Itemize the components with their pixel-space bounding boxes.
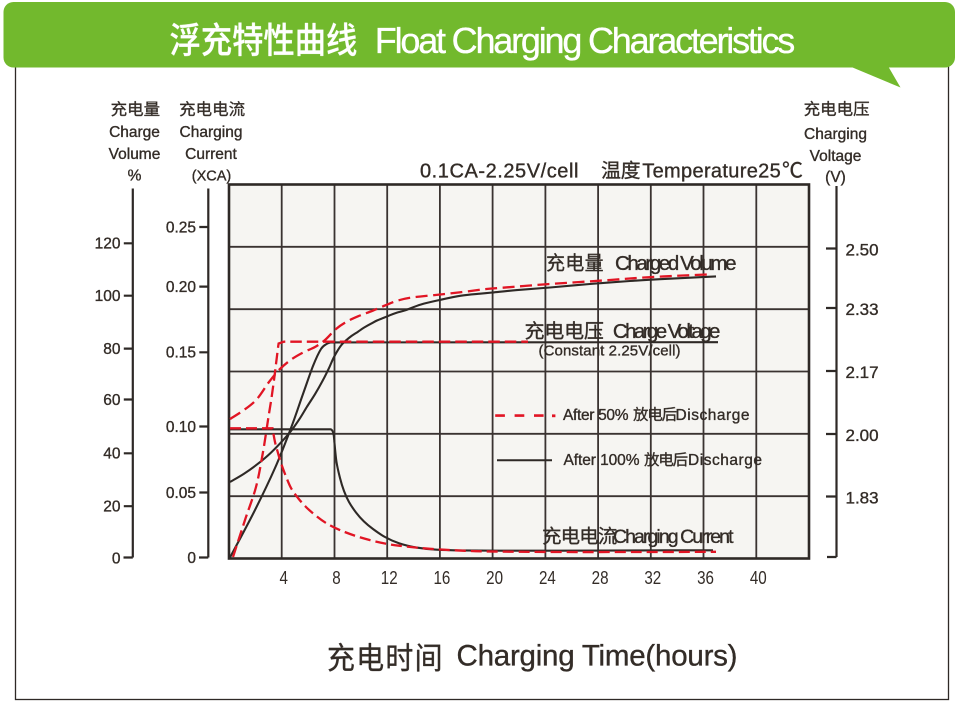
svg-text:100: 100 (95, 288, 121, 305)
svg-text:60: 60 (103, 392, 121, 409)
svg-text:0.15: 0.15 (166, 345, 196, 362)
svg-text:2.50: 2.50 (846, 241, 879, 260)
svg-text:Discharge: Discharge (688, 452, 762, 469)
svg-text:0.25: 0.25 (166, 219, 196, 236)
svg-text:80: 80 (103, 341, 121, 358)
svg-text:Charging: Charging (180, 124, 243, 141)
svg-text:16: 16 (433, 568, 450, 589)
svg-text:2.00: 2.00 (846, 426, 879, 445)
svg-text:(XCA): (XCA) (192, 169, 231, 185)
svg-text:0: 0 (187, 550, 196, 567)
svg-text:(V): (V) (825, 169, 846, 186)
svg-text:36: 36 (697, 568, 714, 589)
svg-text:40: 40 (750, 568, 767, 589)
svg-text:20: 20 (486, 568, 503, 589)
svg-text:0.20: 0.20 (166, 279, 197, 296)
svg-text:0.10: 0.10 (166, 419, 197, 436)
svg-text:4: 4 (279, 568, 287, 589)
svg-text:120: 120 (95, 236, 121, 253)
svg-text:Charge: Charge (109, 124, 160, 141)
svg-text:2.17: 2.17 (846, 363, 879, 382)
svg-text:Charge Voltage: Charge Voltage (613, 320, 721, 343)
svg-text:Charging: Charging (804, 126, 867, 143)
svg-text:Temperature25: Temperature25 (642, 161, 780, 183)
svg-text:8: 8 (332, 568, 340, 589)
svg-text:Voltage: Voltage (810, 148, 862, 165)
svg-text:0: 0 (112, 550, 121, 567)
svg-text:Charging Current: Charging Current (613, 526, 734, 548)
svg-text:0.05: 0.05 (166, 485, 196, 502)
svg-text:32: 32 (644, 568, 661, 589)
svg-text:Float Charging Characteristics: Float Charging Characteristics (375, 20, 796, 61)
svg-text:Discharge: Discharge (676, 407, 750, 424)
svg-text:20: 20 (103, 499, 121, 516)
svg-text:28: 28 (592, 568, 609, 589)
svg-text:(Constant 2.25V/cell): (Constant 2.25V/cell) (539, 343, 681, 360)
svg-text:1.83: 1.83 (846, 489, 879, 508)
svg-text:40: 40 (103, 446, 121, 463)
svg-text:Volume: Volume (109, 146, 161, 163)
svg-text:Charged Volume: Charged Volume (615, 252, 737, 275)
svg-text:2.33: 2.33 (846, 300, 879, 319)
svg-text:After 50%: After 50% (563, 407, 629, 424)
svg-text:Charging Time(hours): Charging Time(hours) (457, 640, 738, 673)
svg-text:12: 12 (381, 568, 398, 589)
svg-text:24: 24 (539, 568, 556, 589)
svg-text:%: % (128, 168, 142, 185)
svg-text:Current: Current (185, 146, 237, 163)
svg-text:0.1CA-2.25V/cell: 0.1CA-2.25V/cell (420, 161, 578, 183)
svg-text:After 100%: After 100% (564, 452, 640, 469)
